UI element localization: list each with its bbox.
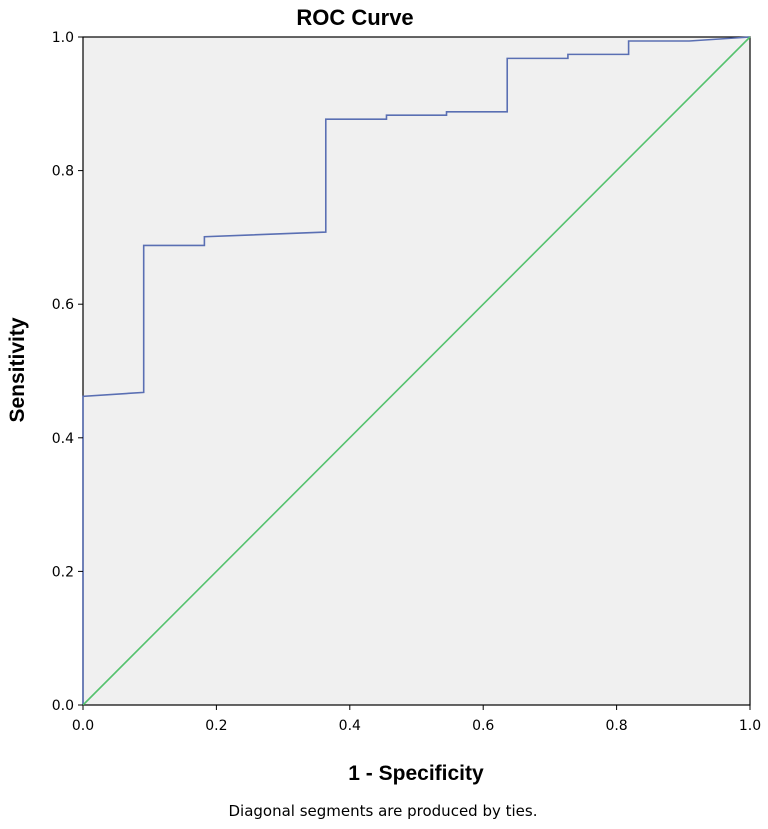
- x-tick-label: 0.2: [205, 718, 227, 734]
- y-tick-label: 0.8: [52, 164, 74, 180]
- reference-diagonal-line: [82, 36, 751, 706]
- x-tick-label: 0.6: [472, 718, 494, 734]
- y-axis-label: Sensitivity: [6, 317, 29, 422]
- y-tick-label: 1.0: [52, 30, 74, 46]
- x-axis-label: 1 - Specificity: [348, 762, 484, 785]
- chart-footnote: Diagonal segments are produced by ties.: [228, 802, 537, 820]
- x-tick-label: 0.0: [72, 718, 94, 734]
- chart-title: ROC Curve: [296, 5, 413, 30]
- x-tick-label: 1.0: [739, 718, 761, 734]
- ticks-layer: 0.0 0.0 0.2 0.2 0.4 0.4 0.6 0.6 0.8 0.8 1.0 1.0: [52, 30, 761, 734]
- roc-curve-line: [82, 36, 751, 705]
- y-tick-label: 0.4: [52, 431, 74, 447]
- series-layer: [82, 36, 751, 706]
- y-tick-label: 0.6: [52, 297, 74, 313]
- y-tick-label: 0.2: [52, 564, 74, 580]
- x-tick-label: 0.8: [605, 718, 627, 734]
- y-tick-label: 0.0: [52, 698, 74, 714]
- x-tick-label: 0.4: [339, 718, 361, 734]
